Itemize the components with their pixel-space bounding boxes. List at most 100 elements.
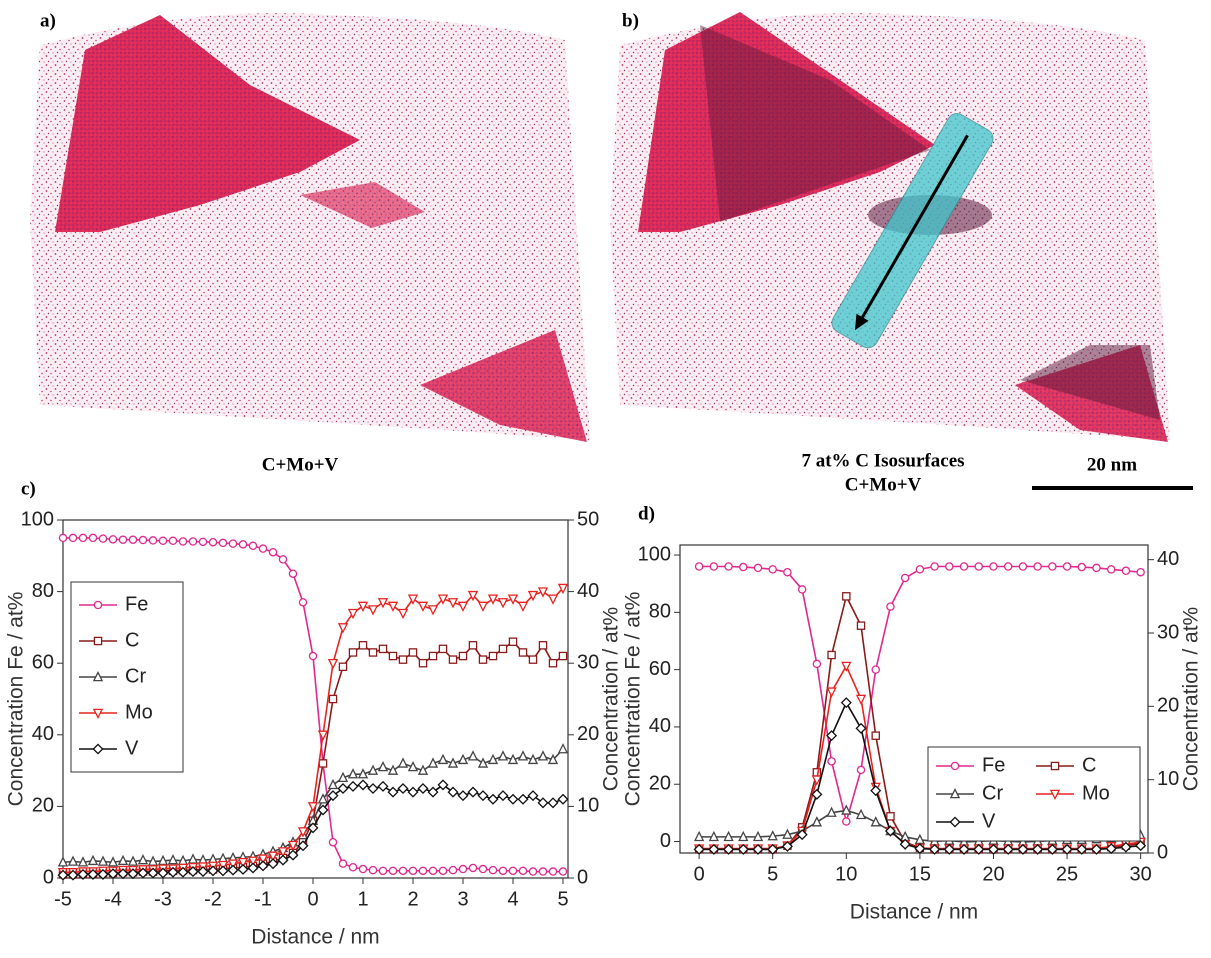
marker	[357, 601, 369, 612]
marker	[457, 790, 469, 802]
marker	[507, 594, 519, 605]
marker	[467, 590, 479, 602]
marker	[870, 785, 882, 797]
marker	[288, 569, 298, 578]
marker	[458, 651, 468, 661]
marker	[1049, 789, 1061, 801]
marker	[298, 598, 308, 607]
caption: C+Mo+V	[262, 454, 339, 475]
marker	[528, 655, 538, 664]
marker	[93, 600, 103, 610]
marker	[488, 865, 498, 875]
marker	[458, 864, 468, 874]
marker	[347, 768, 359, 779]
marker	[826, 687, 837, 698]
marker	[398, 866, 408, 876]
marker	[118, 535, 128, 544]
marker	[517, 793, 529, 805]
marker	[408, 866, 418, 876]
marker	[248, 541, 258, 551]
marker	[338, 662, 348, 672]
x-tick-label: 20	[982, 863, 1004, 885]
marker	[168, 536, 178, 546]
panel-label: c)	[21, 478, 36, 499]
marker	[477, 601, 489, 612]
marker	[77, 856, 89, 867]
marker	[811, 816, 823, 827]
x-tick-label: -3	[154, 888, 172, 910]
x-tick-label: -4	[104, 888, 122, 910]
marker	[478, 655, 488, 664]
marker	[267, 858, 279, 870]
y2-tick-label: 10	[577, 795, 599, 817]
cylinder	[831, 113, 994, 349]
x-axis-title: Distance / nm	[850, 901, 978, 924]
marker	[127, 855, 139, 866]
marker	[217, 865, 229, 877]
marker	[358, 641, 368, 650]
marker	[388, 651, 398, 661]
marker	[767, 843, 779, 855]
marker	[1046, 843, 1058, 855]
marker	[527, 753, 539, 765]
marker	[57, 856, 69, 867]
marker	[377, 780, 389, 792]
marker	[914, 843, 926, 855]
marker	[117, 854, 129, 866]
marker	[317, 793, 329, 804]
panel-label: a)	[40, 10, 56, 31]
marker	[368, 648, 378, 657]
marker	[317, 804, 329, 816]
marker	[117, 868, 129, 880]
marker	[93, 636, 103, 646]
marker	[508, 866, 518, 876]
marker	[842, 817, 851, 826]
marker	[811, 775, 823, 786]
marker	[277, 847, 289, 858]
marker	[871, 665, 880, 674]
marker	[287, 849, 299, 861]
marker	[227, 864, 239, 876]
marker	[367, 605, 379, 616]
marker	[557, 793, 569, 805]
marker	[167, 866, 179, 878]
marker	[467, 786, 479, 798]
marker	[378, 866, 388, 876]
marker	[258, 544, 268, 553]
marker	[158, 536, 168, 546]
marker	[1048, 562, 1057, 571]
marker	[218, 538, 228, 548]
marker	[67, 869, 79, 881]
marker	[812, 659, 822, 669]
marker	[348, 863, 358, 872]
marker	[943, 843, 955, 855]
marker	[447, 598, 459, 609]
marker	[347, 780, 359, 792]
marker	[78, 533, 88, 543]
marker	[128, 535, 138, 544]
marker	[753, 563, 763, 573]
marker	[448, 865, 458, 875]
marker	[137, 867, 149, 879]
x-tick-label: 5	[767, 863, 778, 885]
marker	[148, 536, 158, 545]
marker	[147, 867, 159, 879]
marker	[1061, 843, 1073, 855]
marker	[57, 869, 69, 881]
marker	[1121, 566, 1131, 576]
marker	[987, 843, 999, 855]
marker	[387, 786, 399, 798]
marker	[207, 865, 219, 877]
marker	[457, 601, 469, 612]
marker	[959, 562, 969, 571]
marker	[397, 757, 409, 768]
marker	[856, 621, 866, 630]
caption: 7 at% C Isosurfaces	[801, 450, 964, 471]
marker	[257, 860, 269, 872]
marker	[557, 743, 569, 754]
marker	[547, 753, 559, 765]
marker	[388, 866, 398, 876]
marker	[268, 547, 278, 557]
marker	[328, 837, 338, 847]
